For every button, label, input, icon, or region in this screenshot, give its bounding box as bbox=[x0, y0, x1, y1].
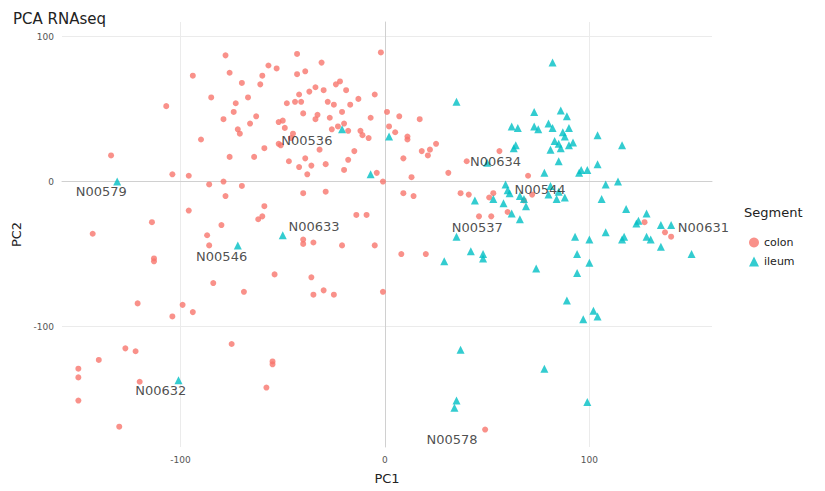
svg-text:-100: -100 bbox=[170, 455, 191, 465]
svg-text:N00544: N00544 bbox=[515, 182, 566, 197]
svg-text:-100: -100 bbox=[34, 322, 55, 332]
svg-text:N00546: N00546 bbox=[196, 249, 247, 264]
svg-text:colon: colon bbox=[764, 236, 794, 249]
svg-text:N00579: N00579 bbox=[76, 184, 127, 199]
svg-text:N00634: N00634 bbox=[470, 154, 521, 169]
svg-text:N00631: N00631 bbox=[678, 220, 729, 235]
svg-text:0: 0 bbox=[48, 177, 54, 187]
svg-text:N00536: N00536 bbox=[281, 133, 332, 148]
svg-text:PC2: PC2 bbox=[9, 222, 24, 247]
svg-text:PCA RNAseq: PCA RNAseq bbox=[13, 10, 106, 28]
svg-text:100: 100 bbox=[37, 32, 54, 42]
svg-text:N00537: N00537 bbox=[452, 220, 503, 235]
svg-text:ileum: ileum bbox=[764, 255, 795, 268]
svg-text:PC1: PC1 bbox=[374, 471, 399, 486]
svg-text:N00632: N00632 bbox=[135, 383, 186, 398]
svg-text:N00633: N00633 bbox=[288, 219, 339, 234]
svg-text:N00578: N00578 bbox=[426, 432, 477, 447]
svg-text:Segment: Segment bbox=[744, 205, 803, 220]
svg-text:100: 100 bbox=[581, 455, 598, 465]
svg-text:0: 0 bbox=[382, 455, 388, 465]
